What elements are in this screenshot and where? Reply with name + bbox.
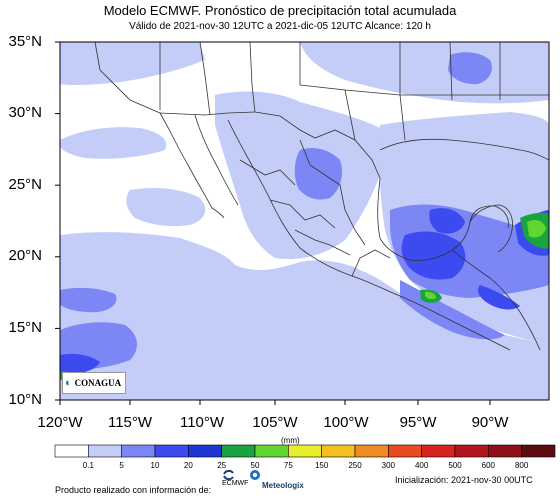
colorbar-swatch (221, 444, 256, 458)
colorbar-swatch (188, 444, 222, 458)
lat-label-20: 20°N (8, 247, 42, 264)
colorbar-tick-label: 800 (514, 461, 529, 470)
ecmwf-logo (223, 469, 234, 481)
colorbar-swatch (388, 444, 422, 458)
meteologix-logo (250, 470, 260, 480)
conagua-text: CONAGUA (74, 378, 122, 388)
colorbar-units: (mm) (281, 436, 300, 445)
validity-subtitle: Válido de 2021-nov-30 12UTC a 2021-dic-0… (129, 21, 431, 32)
colorbar-swatch (54, 444, 89, 458)
precip-light (60, 42, 549, 400)
lat-label-30: 30°N (8, 104, 42, 121)
colorbar-swatch (521, 444, 556, 458)
colorbar-swatch (488, 444, 522, 458)
conagua-icon: ◐ (65, 377, 72, 389)
precip-medium (60, 52, 549, 372)
colorbar-tick-label: 50 (250, 461, 260, 470)
colorbar-swatch (354, 444, 389, 458)
colorbar-swatch (288, 444, 322, 458)
footer-producto: Producto realizado con información de: (55, 485, 212, 495)
lon-label-90: 90°W (471, 414, 509, 431)
precip-yellow-green (425, 220, 546, 300)
colorbar (54, 444, 556, 458)
colorbar-tick-label: 10 (150, 461, 160, 470)
ecmwf-logo-text: ECMWF (222, 480, 249, 487)
lon-label-100: 100°W (323, 414, 369, 431)
colorbar-tick-label: 600 (481, 461, 496, 470)
lon-label-120: 120°W (37, 414, 83, 431)
colorbar-tick-label: 400 (414, 461, 429, 470)
colorbar-tick-label: 150 (314, 461, 329, 470)
colorbar-tick-label: 25 (217, 461, 227, 470)
colorbar-swatch (88, 444, 122, 458)
country-borders (94, 42, 549, 351)
colorbar-swatch (454, 444, 489, 458)
axis-ticks (55, 41, 491, 405)
colorbar-tick-label: 0.1 (82, 461, 94, 470)
lon-label-110: 110°W (179, 414, 225, 431)
colorbar-tick-label: 500 (448, 461, 462, 470)
meteologix-logo-text: Meteologix (262, 481, 304, 490)
colorbar-tick-label: 250 (348, 461, 362, 470)
colorbar-swatch (421, 444, 456, 458)
colorbar-swatch (321, 444, 356, 458)
map-frame (59, 41, 550, 401)
lon-label-95: 95°W (399, 414, 437, 431)
colorbar-swatch (254, 444, 289, 458)
lon-label-105: 105°W (252, 414, 298, 431)
conagua-logo: ◐ CONAGUA (62, 372, 126, 394)
colorbar-swatch (154, 444, 189, 458)
footer-inicializacion: Inicialización: 2021-nov-30 00UTC (395, 475, 533, 485)
colorbar-tick-label: 5 (119, 461, 124, 470)
colorbar-swatch (121, 444, 156, 458)
lat-label-15: 15°N (8, 319, 42, 336)
lat-label-10: 10°N (8, 391, 42, 408)
page-title: Modelo ECMWF. Pronóstico de precipitació… (103, 3, 457, 18)
lat-label-35: 35°N (8, 33, 42, 50)
colorbar-tick-label: 75 (283, 461, 293, 470)
colorbar-tick-label: 20 (183, 461, 193, 470)
lon-label-115: 115°W (107, 414, 153, 431)
colorbar-tick-label: 300 (381, 461, 396, 470)
lat-label-25: 25°N (8, 176, 42, 193)
